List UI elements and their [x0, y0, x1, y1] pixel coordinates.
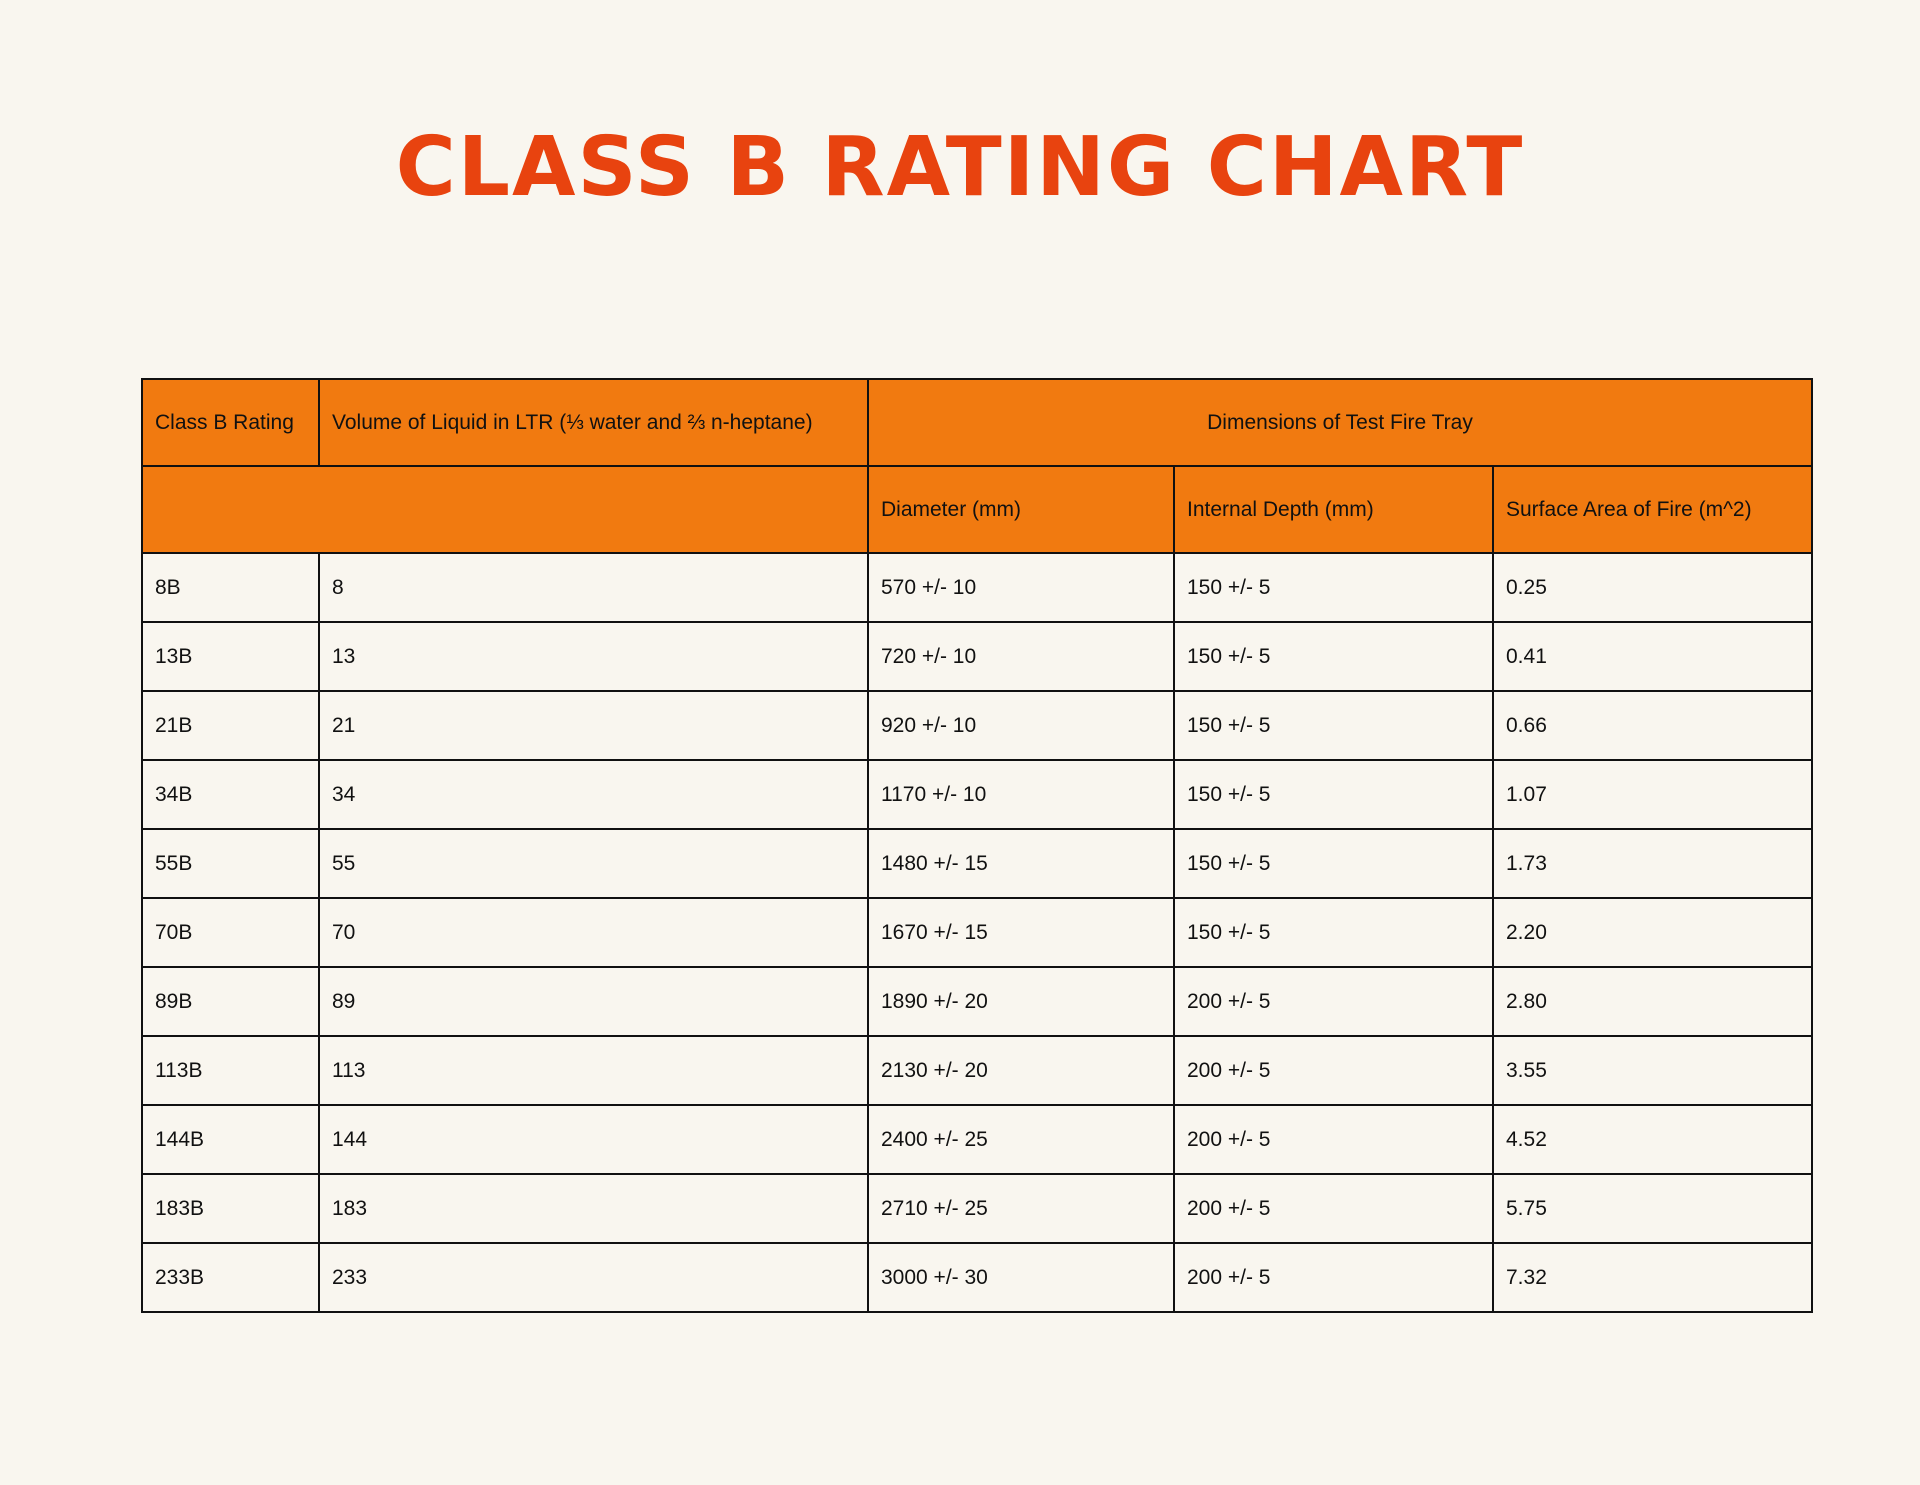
table-row: 13B 13 720 +/- 10 150 +/- 5 0.41 — [141, 621, 1813, 692]
cell-diameter: 1670 +/- 15 — [867, 897, 1175, 968]
cell-diameter: 920 +/- 10 — [867, 690, 1175, 761]
cell-volume: 21 — [318, 690, 869, 761]
cell-volume: 233 — [318, 1242, 869, 1313]
header-empty-cell — [141, 465, 869, 554]
header-class-b-rating: Class B Rating — [141, 378, 320, 467]
table-row: 34B 34 1170 +/- 10 150 +/- 5 1.07 — [141, 759, 1813, 830]
cell-volume: 55 — [318, 828, 869, 899]
cell-internal-depth: 150 +/- 5 — [1173, 621, 1494, 692]
cell-volume: 113 — [318, 1035, 869, 1106]
cell-internal-depth: 150 +/- 5 — [1173, 552, 1494, 623]
cell-internal-depth: 150 +/- 5 — [1173, 690, 1494, 761]
cell-volume: 13 — [318, 621, 869, 692]
table-row: 70B 70 1670 +/- 15 150 +/- 5 2.20 — [141, 897, 1813, 968]
cell-diameter: 1480 +/- 15 — [867, 828, 1175, 899]
cell-rating: 21B — [141, 690, 320, 761]
cell-rating: 34B — [141, 759, 320, 830]
cell-internal-depth: 200 +/- 5 — [1173, 1035, 1494, 1106]
cell-internal-depth: 150 +/- 5 — [1173, 828, 1494, 899]
cell-diameter: 570 +/- 10 — [867, 552, 1175, 623]
cell-rating: 144B — [141, 1104, 320, 1175]
table-row: 113B 113 2130 +/- 20 200 +/- 5 3.55 — [141, 1035, 1813, 1106]
cell-diameter: 1890 +/- 20 — [867, 966, 1175, 1037]
cell-diameter: 1170 +/- 10 — [867, 759, 1175, 830]
cell-volume: 89 — [318, 966, 869, 1037]
cell-rating: 8B — [141, 552, 320, 623]
cell-surface-area: 1.73 — [1492, 828, 1813, 899]
table-row: 8B 8 570 +/- 10 150 +/- 5 0.25 — [141, 552, 1813, 623]
cell-volume: 70 — [318, 897, 869, 968]
cell-rating: 89B — [141, 966, 320, 1037]
cell-internal-depth: 150 +/- 5 — [1173, 759, 1494, 830]
cell-volume: 34 — [318, 759, 869, 830]
cell-surface-area: 5.75 — [1492, 1173, 1813, 1244]
header-volume-of-liquid: Volume of Liquid in LTR (⅓ water and ⅔ n… — [318, 378, 869, 467]
table-row: 233B 233 3000 +/- 30 200 +/- 5 7.32 — [141, 1242, 1813, 1313]
cell-volume: 183 — [318, 1173, 869, 1244]
cell-internal-depth: 200 +/- 5 — [1173, 1173, 1494, 1244]
header-dimensions-of-test-fire-tray: Dimensions of Test Fire Tray — [867, 378, 1813, 467]
cell-surface-area: 2.20 — [1492, 897, 1813, 968]
cell-volume: 8 — [318, 552, 869, 623]
table-row: 55B 55 1480 +/- 15 150 +/- 5 1.73 — [141, 828, 1813, 899]
cell-diameter: 720 +/- 10 — [867, 621, 1175, 692]
cell-rating: 183B — [141, 1173, 320, 1244]
table-header-row-2: Diameter (mm) Internal Depth (mm) Surfac… — [141, 465, 1813, 554]
cell-surface-area: 1.07 — [1492, 759, 1813, 830]
table-row: 89B 89 1890 +/- 20 200 +/- 5 2.80 — [141, 966, 1813, 1037]
table-header-row-1: Class B Rating Volume of Liquid in LTR (… — [141, 378, 1813, 467]
page-title: CLASS B RATING CHART — [395, 120, 1525, 215]
cell-diameter: 2400 +/- 25 — [867, 1104, 1175, 1175]
cell-internal-depth: 150 +/- 5 — [1173, 897, 1494, 968]
cell-diameter: 2710 +/- 25 — [867, 1173, 1175, 1244]
cell-surface-area: 0.41 — [1492, 621, 1813, 692]
cell-rating: 233B — [141, 1242, 320, 1313]
header-diameter: Diameter (mm) — [867, 465, 1175, 554]
cell-surface-area: 3.55 — [1492, 1035, 1813, 1106]
cell-surface-area: 0.25 — [1492, 552, 1813, 623]
cell-rating: 70B — [141, 897, 320, 968]
cell-diameter: 2130 +/- 20 — [867, 1035, 1175, 1106]
table-row: 21B 21 920 +/- 10 150 +/- 5 0.66 — [141, 690, 1813, 761]
cell-rating: 13B — [141, 621, 320, 692]
cell-surface-area: 0.66 — [1492, 690, 1813, 761]
header-internal-depth: Internal Depth (mm) — [1173, 465, 1494, 554]
cell-surface-area: 7.32 — [1492, 1242, 1813, 1313]
cell-internal-depth: 200 +/- 5 — [1173, 1242, 1494, 1313]
cell-volume: 144 — [318, 1104, 869, 1175]
cell-internal-depth: 200 +/- 5 — [1173, 1104, 1494, 1175]
cell-internal-depth: 200 +/- 5 — [1173, 966, 1494, 1037]
table-row: 144B 144 2400 +/- 25 200 +/- 5 4.52 — [141, 1104, 1813, 1175]
table-row: 183B 183 2710 +/- 25 200 +/- 5 5.75 — [141, 1173, 1813, 1244]
cell-diameter: 3000 +/- 30 — [867, 1242, 1175, 1313]
cell-rating: 113B — [141, 1035, 320, 1106]
class-b-rating-table: Class B Rating Volume of Liquid in LTR (… — [141, 378, 1813, 1313]
cell-rating: 55B — [141, 828, 320, 899]
cell-surface-area: 4.52 — [1492, 1104, 1813, 1175]
header-surface-area: Surface Area of Fire (m^2) — [1492, 465, 1813, 554]
cell-surface-area: 2.80 — [1492, 966, 1813, 1037]
